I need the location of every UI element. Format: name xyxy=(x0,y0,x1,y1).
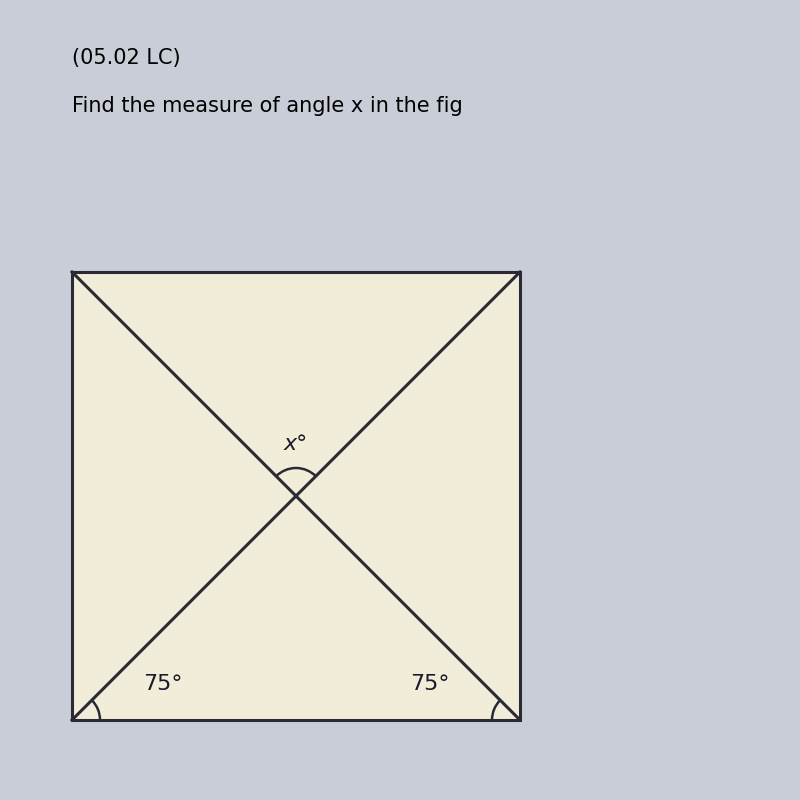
Text: x°: x° xyxy=(284,434,308,454)
Bar xyxy=(72,272,520,720)
Text: Find the measure of angle x in the fig: Find the measure of angle x in the fig xyxy=(72,96,462,116)
Text: (05.02 LC): (05.02 LC) xyxy=(72,48,181,68)
Text: 75°: 75° xyxy=(143,674,182,694)
Text: 75°: 75° xyxy=(410,674,449,694)
